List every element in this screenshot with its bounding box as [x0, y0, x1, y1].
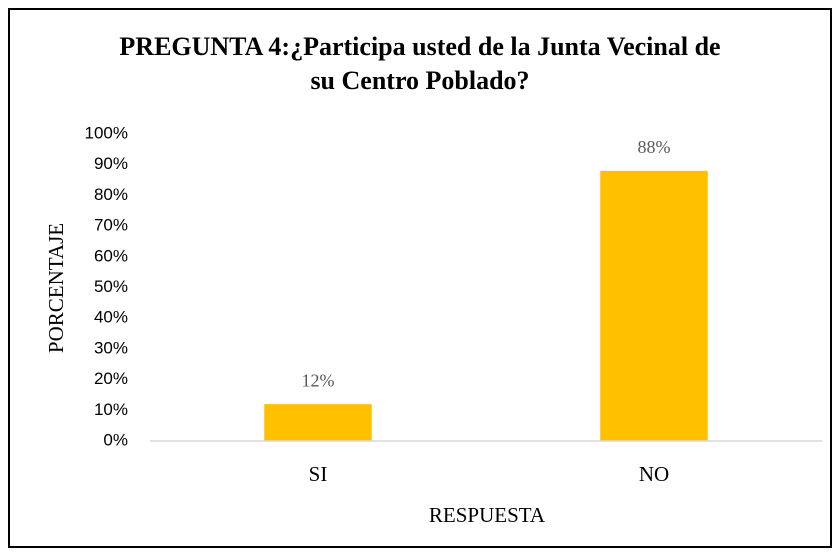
- y-tick-label: 100%: [85, 123, 128, 142]
- y-tick-label: 30%: [94, 338, 128, 357]
- y-tick-label: 80%: [94, 185, 128, 204]
- chart-title: PREGUNTA 4:¿Participa usted de la Junta …: [119, 32, 721, 95]
- x-tick-label: NO: [639, 462, 669, 486]
- y-tick-label: 40%: [94, 308, 128, 327]
- bar: [600, 170, 708, 441]
- y-tick-label: 20%: [94, 369, 128, 388]
- y-tick-label: 0%: [103, 430, 128, 449]
- y-tick-label: 10%: [94, 400, 128, 419]
- y-tick-label: 70%: [94, 216, 128, 235]
- y-tick-label: 50%: [94, 277, 128, 296]
- bar: [264, 404, 372, 441]
- y-tick-label: 90%: [94, 154, 128, 173]
- data-label: 88%: [638, 137, 671, 157]
- x-axis-title: RESPUESTA: [429, 503, 546, 527]
- x-tick-label: SI: [309, 462, 328, 486]
- y-axis-title: PORCENTAJE: [44, 223, 68, 353]
- data-label: 12%: [302, 370, 335, 390]
- y-tick-label: 60%: [94, 246, 128, 265]
